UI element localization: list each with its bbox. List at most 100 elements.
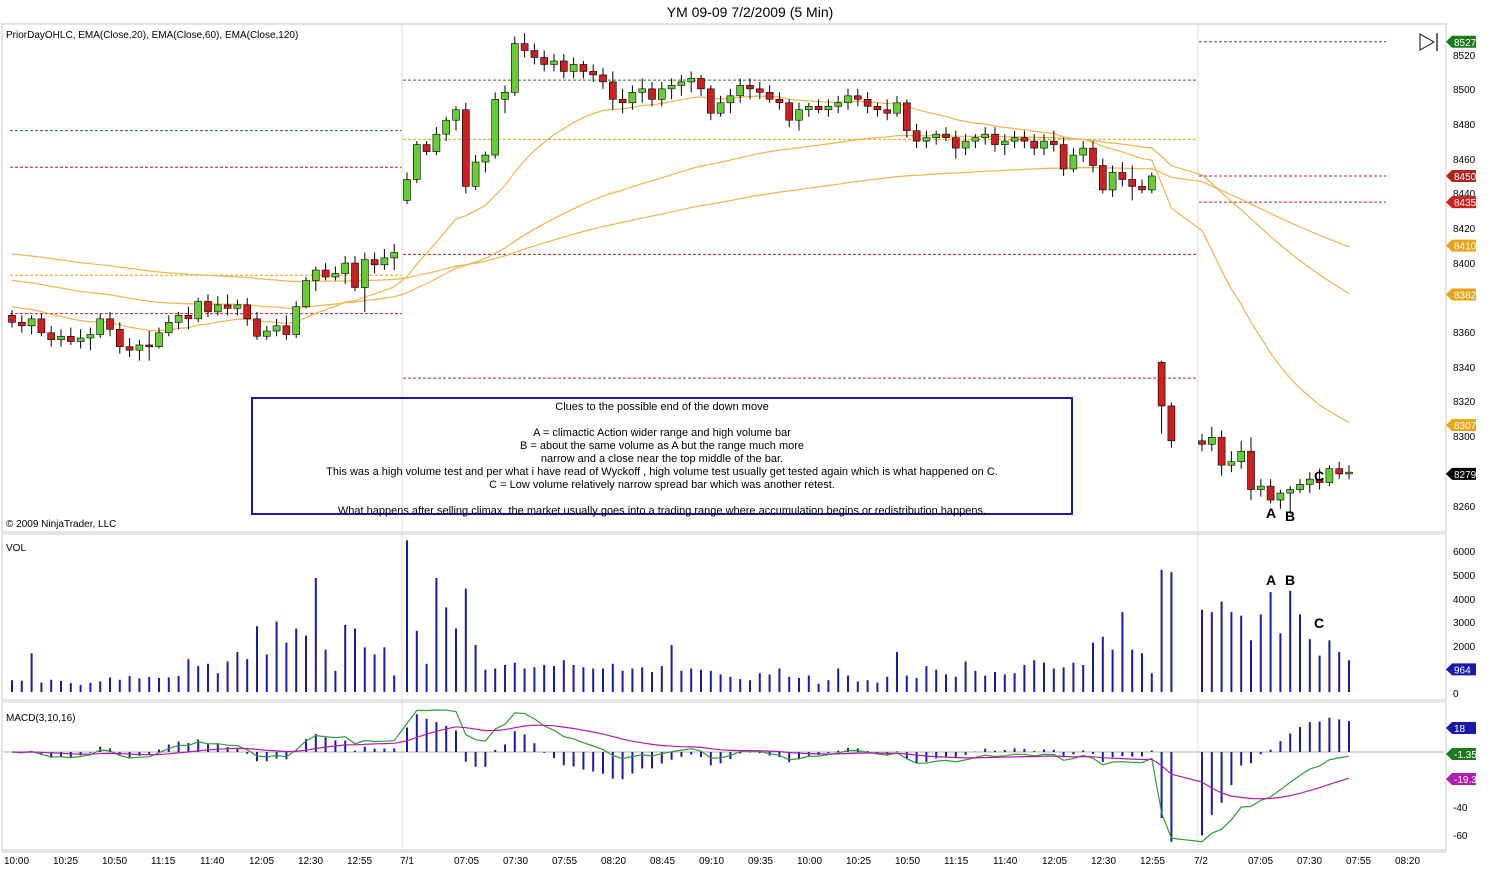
macd-signal-marker: -19.35: [1446, 773, 1483, 786]
annotation-line: C = Low volume relatively narrow spread …: [489, 479, 835, 491]
x-tick-label: 07:30: [1297, 856, 1322, 867]
price-marker: 8527: [1446, 35, 1477, 49]
candle-body: [912, 130, 921, 142]
price-marker: 8410: [1446, 239, 1477, 253]
candle-body: [233, 304, 242, 309]
candle-body: [706, 88, 715, 114]
volume-tick-label: 0: [1453, 689, 1459, 700]
x-tick-label: 11:40: [200, 856, 225, 867]
candle-body: [922, 137, 931, 142]
candle-body: [360, 259, 369, 288]
candlesticks: [8, 33, 1353, 514]
candle-body: [755, 88, 764, 93]
price-marker-shape: [1446, 239, 1476, 252]
candle-body: [194, 301, 202, 320]
candle-body: [1079, 147, 1087, 156]
x-tick-label: 07:05: [1248, 856, 1273, 867]
candle-body: [1306, 478, 1314, 485]
volume-tick-label: 5000: [1453, 571, 1476, 582]
candle-body: [27, 318, 36, 327]
x-tick-label: 10:00: [797, 856, 822, 867]
candle-body: [883, 109, 892, 114]
candle-body: [1059, 144, 1068, 170]
candle-body: [76, 337, 85, 342]
candle-body: [530, 50, 539, 58]
candle-body: [579, 64, 588, 72]
x-tick-label: 10:50: [102, 856, 127, 867]
candle-body: [292, 306, 301, 335]
x-tick-label: 07:30: [503, 856, 528, 867]
candle-body: [1296, 484, 1304, 490]
annotation-line: Clues to the possible end of the down mo…: [555, 401, 769, 413]
candle-body: [932, 133, 941, 138]
x-tick-label: 11:15: [944, 856, 969, 867]
candle-body: [1345, 471, 1353, 475]
candle-body: [1069, 154, 1078, 170]
candle-body: [311, 269, 320, 281]
candle-body: [824, 105, 833, 111]
candle-body: [1148, 175, 1156, 191]
annotation-line: A = climactic Action wider range and hig…: [533, 427, 791, 439]
annotation-b-label: B: [1285, 508, 1295, 524]
annotation-line: [253, 414, 1071, 427]
candle-body: [47, 332, 56, 341]
price-tick-label: 8300: [1453, 432, 1476, 443]
x-tick-label: 10:50: [895, 856, 920, 867]
candle-body: [1325, 468, 1334, 483]
candle-body: [834, 102, 843, 107]
candle-body: [804, 105, 813, 111]
candle-body: [971, 137, 980, 142]
macd-histogram-marker-text: 18: [1454, 724, 1466, 735]
volume-panel-frame: [1, 533, 1447, 701]
volume-b-label: B: [1285, 572, 1295, 588]
candle-body: [491, 99, 500, 156]
x-tick-label: 12:30: [1091, 856, 1116, 867]
candle-body: [961, 140, 970, 149]
candle-body: [125, 346, 134, 351]
candle-body: [736, 85, 745, 97]
price-marker-shape: [1446, 169, 1476, 182]
candle-body: [746, 85, 754, 90]
candle-body: [1315, 478, 1324, 483]
candle-body: [1237, 450, 1245, 463]
candle-body: [341, 262, 350, 274]
macd-signal-marker-shape: [1446, 773, 1476, 785]
candle-body: [795, 109, 803, 121]
candle-body: [628, 92, 637, 104]
candle-body: [1157, 362, 1166, 407]
candle-body: [785, 102, 794, 121]
price-tick-label: 8460: [1453, 155, 1476, 166]
price-tick-label: 8320: [1453, 397, 1476, 408]
macd-tick-label: -60: [1453, 831, 1468, 842]
volume-marker-text: 964: [1454, 665, 1471, 676]
annotation-line: What happens after selling climax, the m…: [337, 505, 987, 517]
candle-body: [214, 304, 222, 313]
candle-body: [1286, 489, 1294, 494]
x-tick-label: 12:55: [347, 856, 372, 867]
candle-body: [8, 315, 16, 323]
candle-body: [145, 344, 153, 348]
axis-value-markers: 8527 8450 8435 8410 8382 8307 8279 964 18 -1.35 -1…: [1446, 35, 1483, 786]
candle-body: [608, 81, 617, 100]
x-tick-label: 08:20: [601, 856, 626, 867]
candle-body: [390, 252, 399, 259]
scroll-to-end-icon[interactable]: [1419, 32, 1438, 52]
macd-panel-frame: [1, 701, 1447, 851]
price-tick-label: 8420: [1453, 224, 1476, 235]
price-marker-text: 8450: [1454, 172, 1477, 183]
x-tick-label: 08:45: [650, 856, 675, 867]
candle-body: [1020, 137, 1029, 142]
candle-body: [814, 105, 823, 111]
macd-line: [11, 709, 1350, 843]
volume-marker-shape: [1446, 663, 1476, 676]
annotation-a-label: A: [1266, 505, 1276, 521]
price-tick-label: 8520: [1453, 51, 1476, 62]
candle-body: [135, 344, 144, 351]
x-tick-label: 09:35: [748, 856, 773, 867]
price-marker-shape: [1446, 419, 1476, 432]
candle-body: [67, 335, 75, 342]
candle-body: [442, 119, 451, 135]
macd-tick-label: -40: [1453, 803, 1468, 814]
candle-body: [1257, 485, 1265, 490]
